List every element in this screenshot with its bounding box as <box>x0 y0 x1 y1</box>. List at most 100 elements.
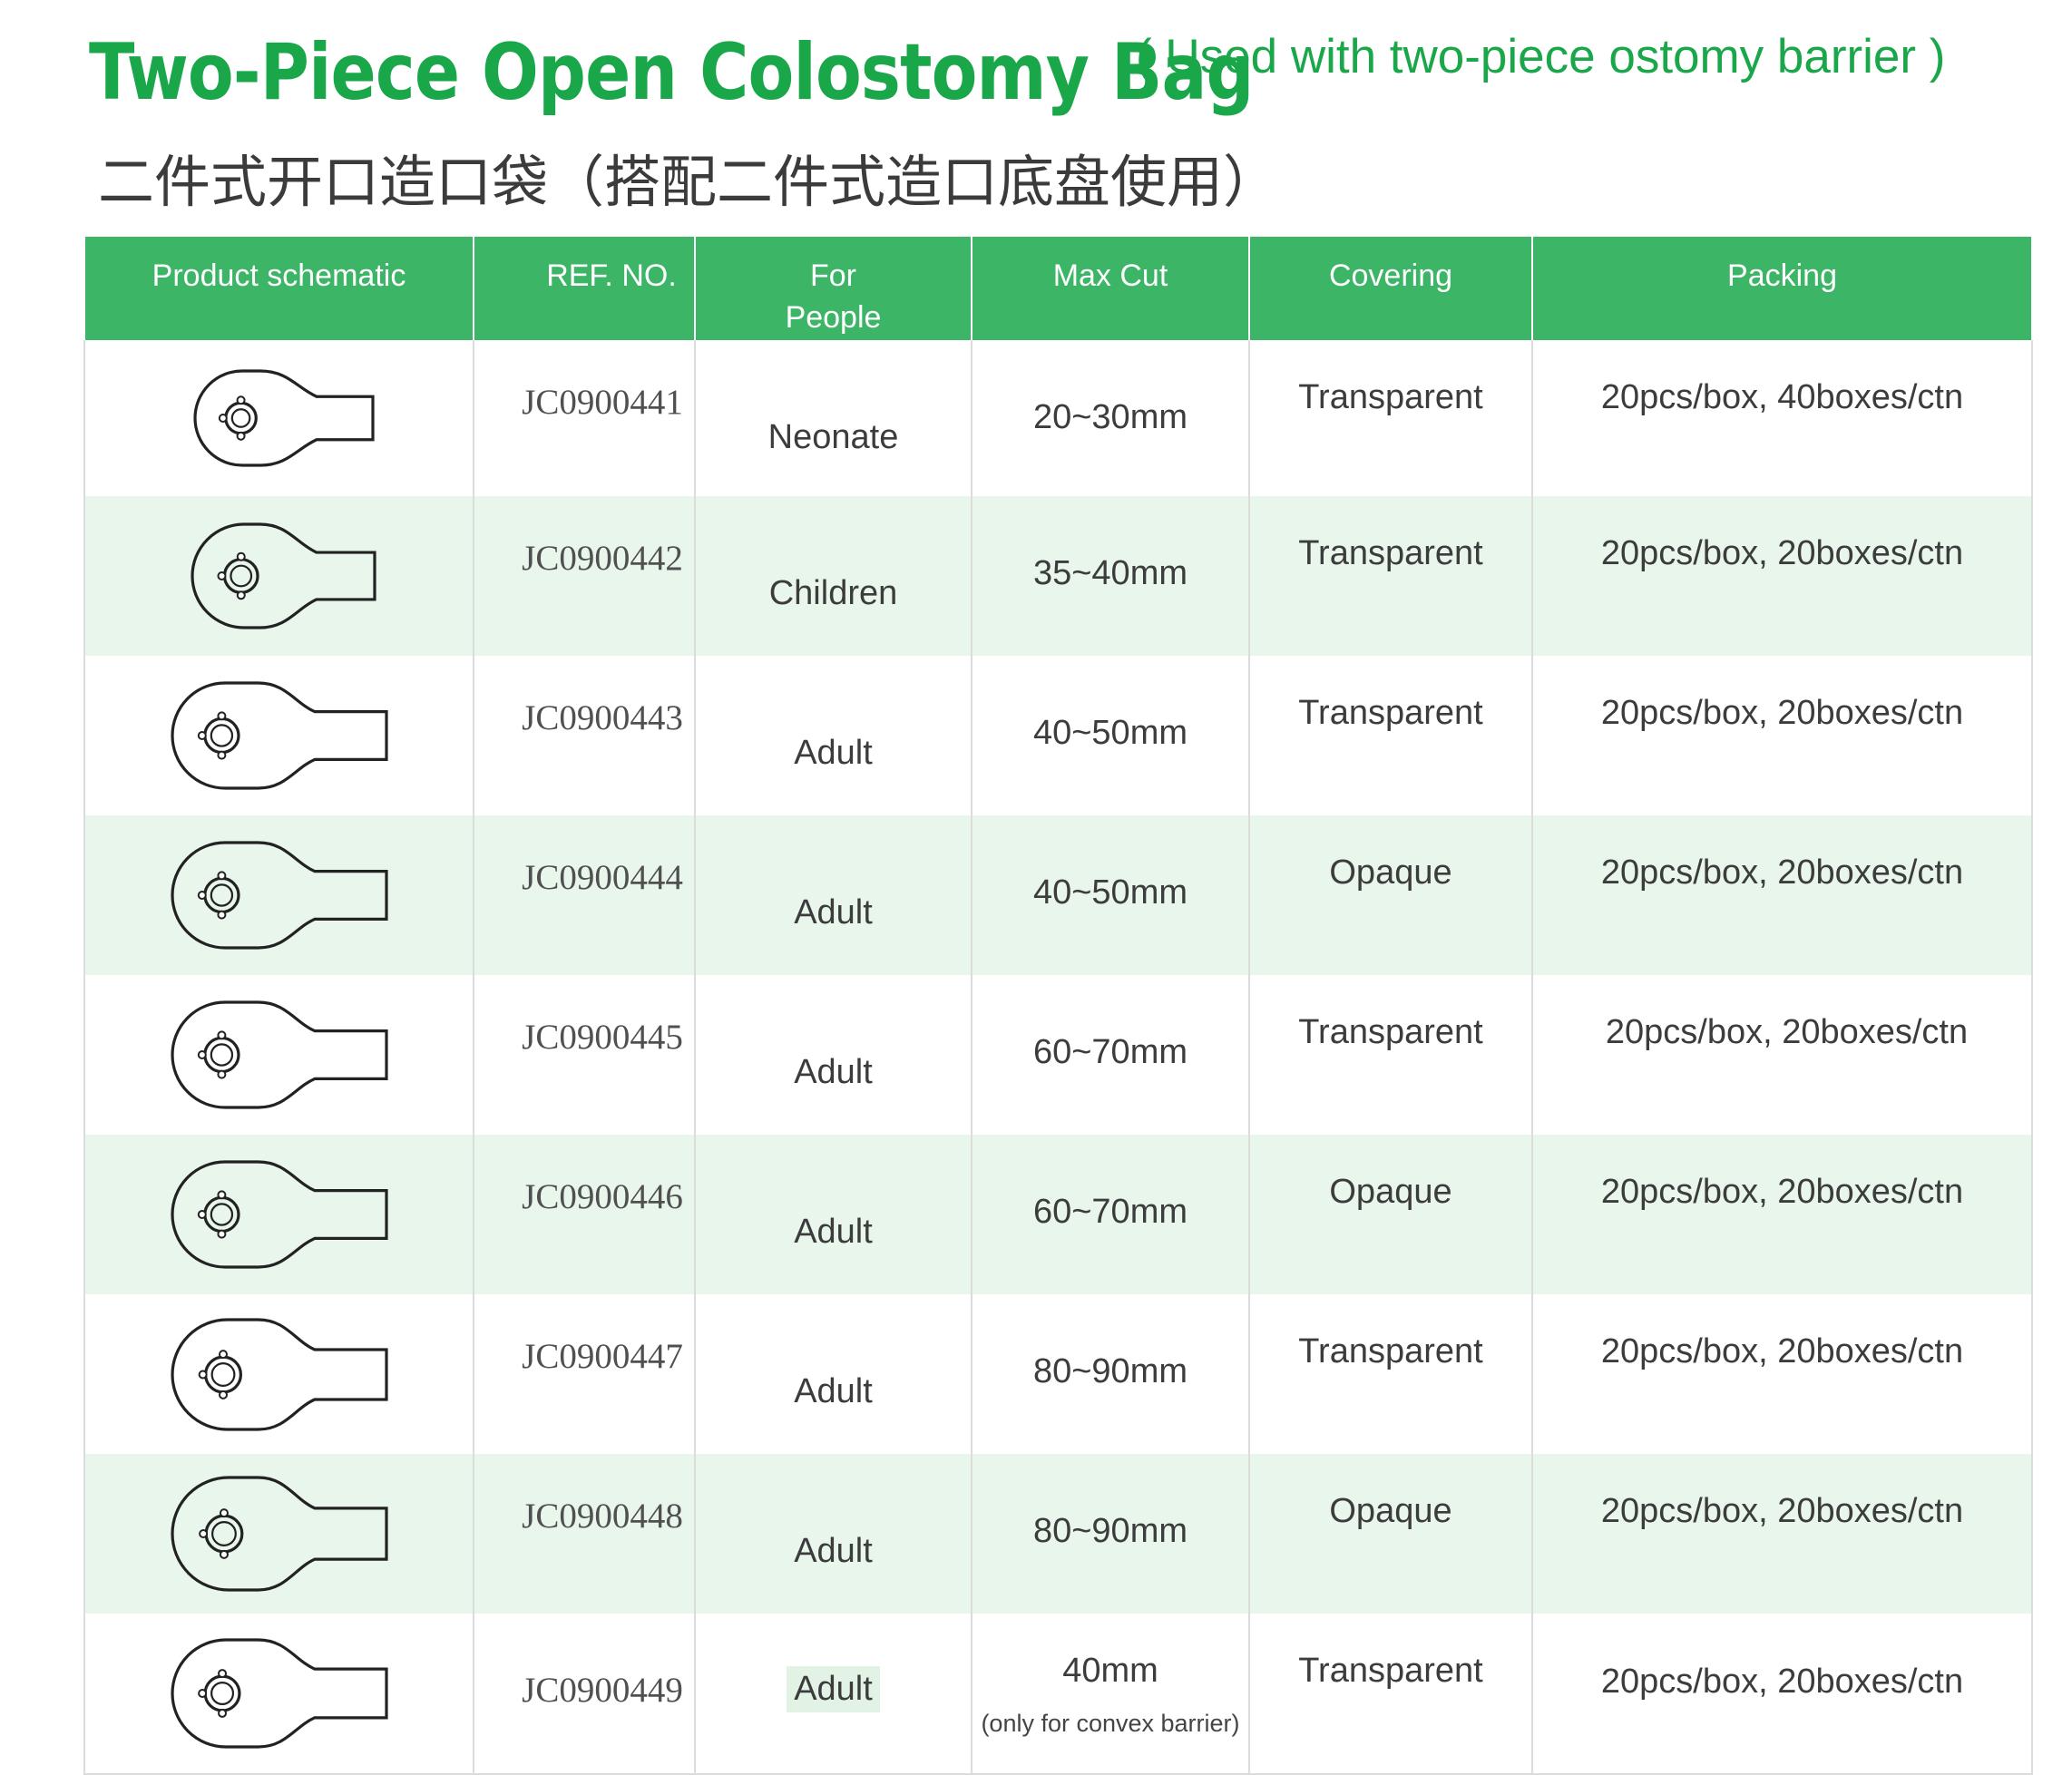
max-cut-value: 40~50mm <box>1032 714 1188 752</box>
schematic-cell <box>83 340 474 496</box>
ref-value: JC0900447 <box>522 1337 683 1376</box>
schematic-cell <box>83 815 474 975</box>
packing-value: 20pcs/box, 20boxes/ctn <box>1600 694 1964 732</box>
header-ref-label: REF. NO. <box>546 258 677 293</box>
schematic-cell <box>83 1614 474 1775</box>
ref-cell: JC0900445 <box>473 975 696 1135</box>
title-row: Two-Piece Open Colostomy Bag <box>89 27 1443 118</box>
ref-cell: JC0900441 <box>473 340 696 496</box>
people-value: Adult <box>794 734 873 772</box>
schematic-cell <box>83 1454 474 1614</box>
header-packing: Packing <box>1531 237 2033 340</box>
packing-cell: 20pcs/box, 40boxes/ctn <box>1531 340 2033 496</box>
table-header-row: Product schematic REF. NO. For People Max… <box>83 237 2033 340</box>
product-spec-table: Product schematic REF. NO. For People Max… <box>83 237 2033 1775</box>
covering-cell: Opaque <box>1248 1454 1533 1614</box>
people-cell: Adult <box>694 656 972 815</box>
packing-cell: 20pcs/box, 20boxes/ctn <box>1531 656 2033 815</box>
packing-value: 20pcs/box, 20boxes/ctn <box>1600 1663 1964 1701</box>
schematic-cell <box>83 496 474 656</box>
people-value: Adult <box>794 1053 873 1091</box>
ref-cell: JC0900448 <box>473 1454 696 1614</box>
colostomy-bag-outline-icon <box>170 1000 388 1109</box>
packing-cell: 20pcs/box, 20boxes/ctn <box>1531 1135 2033 1294</box>
people-cell: Adult <box>694 815 972 975</box>
max-cut-note: (only for convex barrier) <box>981 1710 1240 1737</box>
covering-value: Transparent <box>1298 378 1483 416</box>
max-cut-cell: 80~90mm <box>971 1294 1250 1454</box>
ref-cell: JC0900447 <box>473 1294 696 1454</box>
covering-cell: Transparent <box>1248 1614 1533 1775</box>
table-row: JC0900442 Children 35~40mm Transparent 2… <box>83 496 2033 656</box>
max-cut-value: 35~40mm <box>1032 554 1188 592</box>
ref-value: JC0900446 <box>522 1177 683 1216</box>
people-cell: Adult <box>694 1135 972 1294</box>
table-row: JC0900441 Neonate 20~30mm Transparent 20… <box>83 340 2033 496</box>
page-title: Two-Piece Open Colostomy Bag <box>89 27 1254 118</box>
covering-cell: Transparent <box>1248 1294 1533 1454</box>
packing-value: 20pcs/box, 20boxes/ctn <box>1605 1013 1969 1051</box>
people-value: Adult <box>794 893 873 931</box>
header-people-line1: For <box>810 258 856 293</box>
covering-value: Opaque <box>1329 853 1452 892</box>
colostomy-bag-outline-icon <box>170 841 388 950</box>
table-row: JC0900447 Adult 80~90mm Transparent 20pc… <box>83 1294 2033 1454</box>
packing-cell: 20pcs/box, 20boxes/ctn <box>1531 975 2033 1135</box>
colostomy-bag-outline-icon <box>170 1317 388 1431</box>
table-row: JC0900449 Adult 40mm (only for convex ba… <box>83 1614 2033 1775</box>
header-people: For People <box>694 237 972 340</box>
max-cut-value: 80~90mm <box>1032 1352 1188 1390</box>
max-cut-cell: 60~70mm <box>971 1135 1250 1294</box>
schematic-cell <box>83 656 474 815</box>
max-cut-value: 40~50mm <box>1032 873 1188 912</box>
table-row: JC0900448 Adult 80~90mm Opaque 20pcs/box… <box>83 1454 2033 1614</box>
ref-cell: JC0900443 <box>473 656 696 815</box>
max-cut-cell: 40mm (only for convex barrier) <box>971 1614 1250 1775</box>
packing-value: 20pcs/box, 20boxes/ctn <box>1600 1173 1964 1211</box>
max-cut-value: 80~90mm <box>1032 1512 1188 1550</box>
max-cut-value: 60~70mm <box>1032 1193 1188 1231</box>
covering-cell: Transparent <box>1248 496 1533 656</box>
packing-cell: 20pcs/box, 20boxes/ctn <box>1531 496 2033 656</box>
covering-cell: Transparent <box>1248 975 1533 1135</box>
header-max-cut: Max Cut <box>971 237 1250 340</box>
max-cut-cell: 60~70mm <box>971 975 1250 1135</box>
max-cut-cell: 40~50mm <box>971 815 1250 975</box>
covering-cell: Opaque <box>1248 815 1533 975</box>
schematic-cell <box>83 1294 474 1454</box>
covering-value: Transparent <box>1298 694 1483 732</box>
ref-cell: JC0900449 <box>473 1614 696 1775</box>
covering-value: Transparent <box>1298 1332 1483 1370</box>
packing-value: 20pcs/box, 20boxes/ctn <box>1600 534 1964 572</box>
people-cell: Children <box>694 496 972 656</box>
header-people-line2: People <box>785 300 882 335</box>
people-value: Adult <box>794 1372 873 1410</box>
covering-cell: Transparent <box>1248 340 1533 496</box>
header-schematic: Product schematic <box>83 237 474 340</box>
schematic-cell <box>83 1135 474 1294</box>
max-cut-value: 40mm <box>1062 1652 1158 1690</box>
max-cut-cell: 40~50mm <box>971 656 1250 815</box>
covering-cell: Opaque <box>1248 1135 1533 1294</box>
max-cut-cell: 80~90mm <box>971 1454 1250 1614</box>
people-cell: Neonate <box>694 340 972 496</box>
packing-value: 20pcs/box, 20boxes/ctn <box>1600 1492 1964 1530</box>
covering-value: Opaque <box>1329 1173 1452 1211</box>
ref-value: JC0900449 <box>522 1671 683 1710</box>
colostomy-bag-outline-icon <box>170 681 388 790</box>
max-cut-value: 60~70mm <box>1032 1033 1188 1071</box>
colostomy-bag-outline-icon <box>170 1638 388 1749</box>
covering-value: Transparent <box>1298 1652 1483 1690</box>
packing-cell: 20pcs/box, 20boxes/ctn <box>1531 1614 2033 1775</box>
packing-value: 20pcs/box, 40boxes/ctn <box>1600 378 1964 416</box>
packing-value: 20pcs/box, 20boxes/ctn <box>1600 853 1964 892</box>
colostomy-bag-outline-icon <box>170 1476 388 1592</box>
people-value: Children <box>768 574 898 612</box>
packing-value: 20pcs/box, 20boxes/ctn <box>1600 1332 1964 1370</box>
packing-cell: 20pcs/box, 20boxes/ctn <box>1531 1294 2033 1454</box>
colostomy-bag-outline-icon <box>170 1160 388 1269</box>
people-value: Adult <box>794 1213 873 1251</box>
ref-value: JC0900448 <box>522 1497 683 1536</box>
table-row: JC0900444 Adult 40~50mm Opaque 20pcs/box… <box>83 815 2033 975</box>
header-covering: Covering <box>1248 237 1533 340</box>
